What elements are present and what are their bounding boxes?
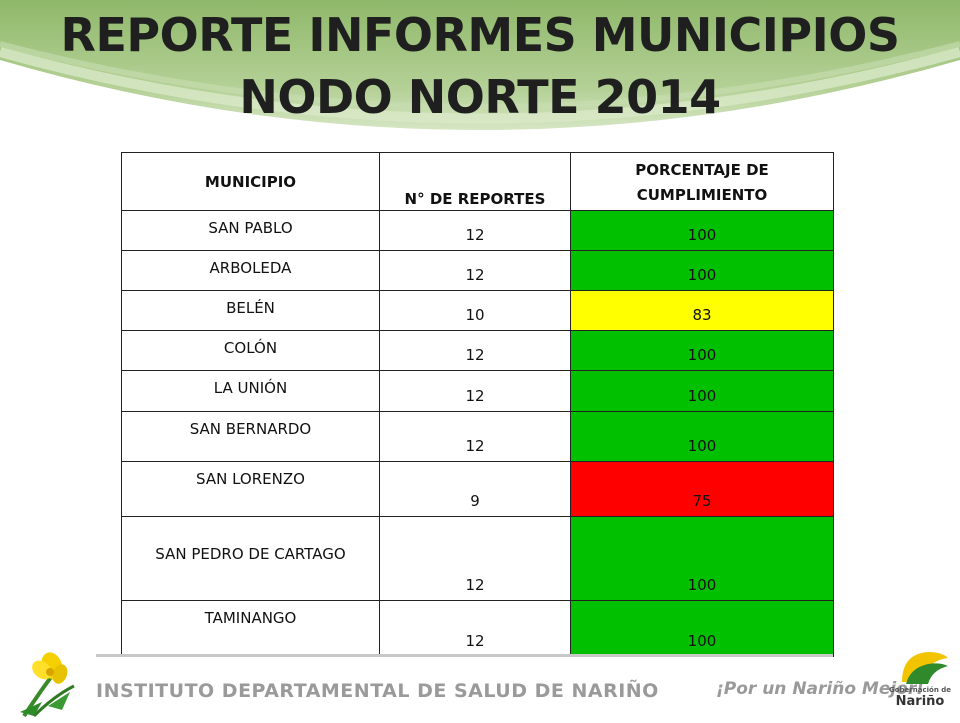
municipio-name: SAN LORENZO — [196, 470, 305, 488]
cell-reportes: 10 — [379, 290, 571, 331]
cell-porcentaje: 100 — [570, 250, 834, 291]
header-porcentaje-label-2: CUMPLIMIENTO — [636, 186, 768, 204]
table-row: SAN PABLO 12 100 — [121, 210, 834, 251]
cell-porcentaje: 100 — [570, 370, 834, 412]
reportes-count: 12 — [465, 632, 485, 650]
header-reportes-label: N° DE REPORTES — [404, 190, 546, 208]
header-reportes: N° DE REPORTES — [379, 152, 571, 211]
cell-porcentaje: 100 — [570, 330, 834, 371]
cell-municipio: SAN BERNARDO — [121, 411, 380, 462]
footer-slogan: ¡Por un Nariño Mejor! — [716, 679, 925, 699]
cell-municipio: ARBOLEDA — [121, 250, 380, 291]
cell-municipio: SAN LORENZO — [121, 461, 380, 517]
cell-porcentaje: 100 — [570, 411, 834, 462]
title-line-2: NODO NORTE 2014 — [239, 70, 721, 124]
porcentaje-value: 100 — [687, 576, 717, 594]
footer-institution: INSTITUTO DEPARTAMENTAL DE SALUD DE NARI… — [96, 680, 659, 702]
cell-municipio: LA UNIÓN — [121, 370, 380, 412]
cell-reportes: 12 — [379, 516, 571, 601]
cell-reportes: 12 — [379, 370, 571, 412]
porcentaje-value: 100 — [687, 226, 717, 244]
table-row: SAN BERNARDO 12 100 — [121, 411, 834, 462]
municipio-name: BELÉN — [226, 299, 275, 317]
table-row: SAN LORENZO 9 75 — [121, 461, 834, 517]
porcentaje-value: 100 — [687, 346, 717, 364]
reportes-count: 9 — [470, 492, 480, 510]
title-line-1: REPORTE INFORMES MUNICIPIOS — [60, 8, 900, 62]
cell-municipio: SAN PEDRO DE CARTAGO — [121, 516, 380, 601]
cell-municipio: COLÓN — [121, 330, 380, 371]
reportes-count: 10 — [465, 306, 485, 324]
cell-reportes: 12 — [379, 330, 571, 371]
reportes-count: 12 — [465, 266, 485, 284]
municipio-name: ARBOLEDA — [209, 259, 292, 277]
municipio-name: SAN PEDRO DE CARTAGO — [155, 545, 346, 563]
porcentaje-value: 100 — [687, 632, 717, 650]
gobernacion-logo-icon — [888, 646, 952, 716]
gobernacion-logo-text: Gobernación de Nariño — [880, 686, 960, 709]
porcentaje-value: 83 — [692, 306, 712, 324]
header-background — [0, 0, 960, 150]
cell-reportes: 9 — [379, 461, 571, 517]
cell-municipio: SAN PABLO — [121, 210, 380, 251]
cell-porcentaje: 100 — [570, 210, 834, 251]
municipio-name: SAN PABLO — [208, 219, 293, 237]
header-porcentaje: PORCENTAJE DE CUMPLIMIENTO — [570, 152, 834, 211]
cell-porcentaje: 100 — [570, 516, 834, 601]
table-row: TAMINANGO 12 100 — [121, 600, 834, 657]
reportes-count: 12 — [465, 346, 485, 364]
cell-porcentaje: 100 — [570, 600, 834, 657]
porcentaje-value: 100 — [687, 437, 717, 455]
cell-municipio: BELÉN — [121, 290, 380, 331]
page-title: REPORTE INFORMES MUNICIPIOS NODO NORTE 2… — [0, 4, 960, 128]
footer-divider — [96, 654, 833, 657]
cell-reportes: 12 — [379, 600, 571, 657]
logo-right-big-text: Nariño — [895, 694, 945, 709]
flower-logo-icon — [14, 646, 90, 718]
porcentaje-value: 100 — [687, 387, 717, 405]
municipio-name: TAMINANGO — [204, 609, 297, 627]
reportes-count: 12 — [465, 576, 485, 594]
table-row: BELÉN 10 83 — [121, 290, 834, 331]
porcentaje-value: 100 — [687, 266, 717, 284]
cell-municipio: TAMINANGO — [121, 600, 380, 657]
cell-reportes: 12 — [379, 250, 571, 291]
cell-reportes: 12 — [379, 210, 571, 251]
municipio-name: SAN BERNARDO — [189, 420, 312, 438]
header-porcentaje-label-1: PORCENTAJE DE — [635, 161, 769, 179]
table-row: SAN PEDRO DE CARTAGO 12 100 — [121, 516, 834, 601]
report-table: MUNICIPIO N° DE REPORTES PORCENTAJE DE C… — [121, 152, 834, 657]
municipio-name: LA UNIÓN — [213, 379, 288, 397]
porcentaje-value: 75 — [692, 492, 712, 510]
header-municipio: MUNICIPIO — [121, 152, 380, 211]
logo-right-small-text: Gobernación de — [888, 686, 951, 694]
cell-porcentaje: 75 — [570, 461, 834, 517]
municipio-name: COLÓN — [223, 339, 278, 357]
reportes-count: 12 — [465, 387, 485, 405]
table-header-row: MUNICIPIO N° DE REPORTES PORCENTAJE DE C… — [121, 152, 834, 211]
reportes-count: 12 — [465, 437, 485, 455]
table-row: ARBOLEDA 12 100 — [121, 250, 834, 291]
table-row: LA UNIÓN 12 100 — [121, 370, 834, 412]
cell-reportes: 12 — [379, 411, 571, 462]
reportes-count: 12 — [465, 226, 485, 244]
header-municipio-label: MUNICIPIO — [204, 173, 297, 191]
cell-porcentaje: 83 — [570, 290, 834, 331]
table-row: COLÓN 12 100 — [121, 330, 834, 371]
